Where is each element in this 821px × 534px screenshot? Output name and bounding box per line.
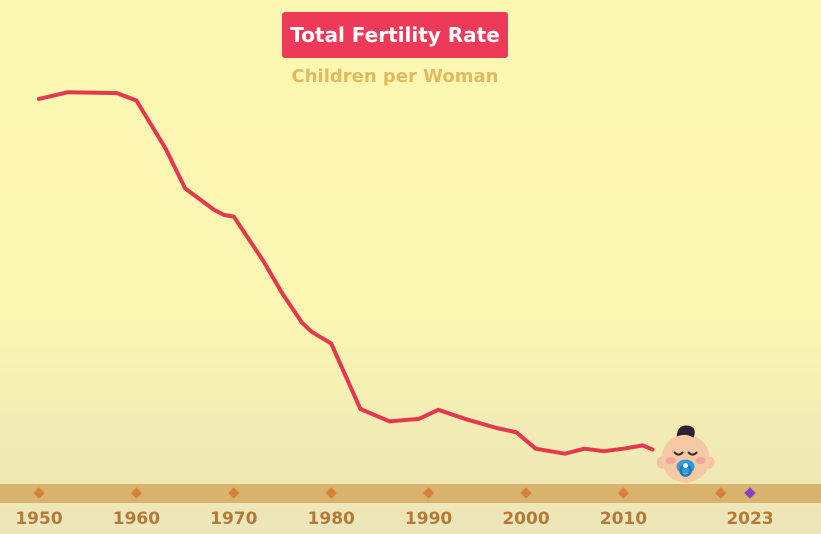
baby-face-icon	[656, 425, 715, 483]
timeline-marker-2000	[520, 487, 532, 499]
baby-eye-left	[673, 451, 684, 456]
x-tick-label-2023: 2023	[726, 509, 773, 529]
timeline-marker-1980	[325, 487, 337, 499]
timeline-marker-1970	[228, 487, 240, 499]
x-tick-label-1950: 1950	[15, 509, 62, 529]
x-tick-label-1980: 1980	[308, 509, 355, 529]
timeline-marker-2023	[744, 487, 756, 499]
x-tick-label-2010: 2010	[600, 509, 647, 529]
chart-subtitle: Children per Woman	[291, 66, 499, 87]
timeline-marker-1990	[422, 487, 435, 499]
timeline-bar	[0, 484, 821, 503]
x-tick-label-1990: 1990	[405, 509, 452, 529]
chart-title: Total Fertility Rate	[282, 12, 508, 58]
series-layer	[37, 90, 655, 456]
timeline-ticks: 1950 1960 1970 1980 1990 2000 2010 2023	[15, 487, 774, 529]
timeline-marker-1950	[33, 487, 45, 499]
x-tick-label-1970: 1970	[210, 509, 257, 529]
timeline-marker-2020	[715, 487, 727, 499]
baby-hair	[676, 425, 695, 438]
baby-cheek-right	[695, 457, 706, 465]
pacifier-button	[683, 463, 689, 469]
x-tick-label-2000: 2000	[502, 509, 549, 529]
x-tick-label-1960: 1960	[113, 509, 160, 529]
timeline-marker-2010	[617, 487, 630, 499]
series-line-0	[37, 90, 655, 456]
baby-cheek-left	[665, 457, 676, 465]
timeline-marker-1960	[130, 487, 143, 499]
baby-head	[661, 434, 710, 483]
baby-eye-right	[687, 451, 698, 456]
